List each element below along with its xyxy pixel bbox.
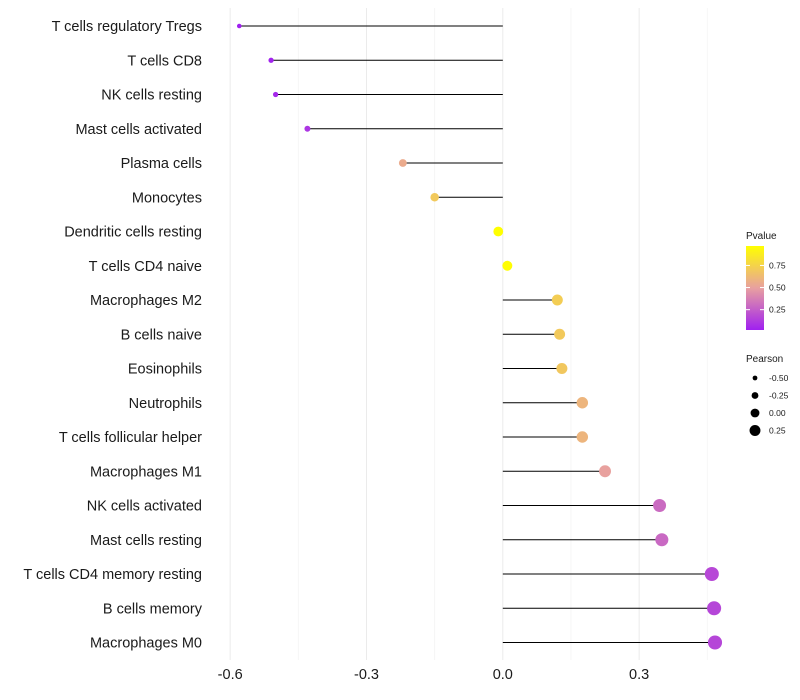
category-label: NK cells resting [101, 88, 202, 104]
lollipop-points [236, 23, 723, 650]
x-tick-label: 0.3 [629, 667, 649, 683]
x-tick-label: -0.3 [354, 667, 379, 683]
pearson-legend-title: Pearson [746, 354, 783, 365]
size-legend-label: 0.00 [769, 408, 786, 418]
lollipop-point [272, 91, 279, 98]
lollipop-point [398, 159, 407, 167]
lollipop-point [493, 226, 504, 237]
size-legend-key [750, 408, 760, 418]
size-legend-label: -0.25 [769, 391, 789, 401]
lollipop-point [554, 328, 566, 340]
lollipop-point [236, 23, 242, 29]
lollipop-point [707, 635, 723, 650]
lollipop-stems [239, 25, 716, 644]
lollipop-point [655, 533, 669, 547]
lollipop-point [551, 294, 563, 306]
lollipop-point [430, 193, 439, 202]
category-label: B cells naive [121, 327, 202, 343]
category-label: Neutrophils [129, 396, 202, 412]
category-label: T cells CD4 memory resting [23, 567, 202, 583]
colorbar-tick-label: 0.50 [769, 283, 786, 293]
pvalue-legend-title: Pvalue [746, 231, 777, 242]
y-axis-labels: T cells regulatory Tregs T cells CD8 NK ce… [23, 19, 202, 652]
lollipop-point [653, 499, 667, 512]
lollipop-point [304, 125, 311, 132]
category-label: Mast cells activated [75, 122, 202, 138]
colorbar-tick-label: 0.25 [769, 305, 786, 315]
category-label: T cells CD8 [127, 53, 202, 69]
lollipop-point [599, 465, 611, 478]
x-tick-label: -0.6 [218, 667, 243, 683]
category-label: Macrophages M2 [90, 293, 202, 309]
category-label: T cells regulatory Tregs [52, 19, 202, 35]
lollipop-point [576, 431, 589, 443]
category-label: Dendritic cells resting [64, 225, 202, 241]
category-label: Macrophages M1 [90, 464, 202, 480]
category-label: Macrophages M0 [90, 636, 202, 652]
lollipop-point [556, 362, 568, 375]
lollipop-point [707, 601, 722, 616]
pvalue-colorbar [746, 246, 764, 330]
size-legend-label: 0.25 [769, 426, 786, 436]
pearson-legend: Pearson -0.50 -0.25 0.00 0.25 [746, 354, 789, 436]
lollipop-point [704, 566, 719, 582]
category-label: T cells CD4 naive [89, 259, 202, 275]
lollipop-point [502, 260, 513, 271]
lollipop-point [576, 397, 589, 409]
category-label: Eosinophils [128, 362, 202, 378]
category-label: Monocytes [132, 190, 202, 206]
x-axis-ticks: -0.6 -0.3 0.0 0.3 [218, 667, 650, 683]
size-legend-key [751, 392, 759, 399]
size-legend-label: -0.50 [769, 373, 789, 383]
pvalue-legend: Pvalue 0.25 0.50 0.75 [746, 231, 786, 330]
category-label: Mast cells resting [90, 533, 202, 549]
lollipop-point [268, 57, 274, 63]
size-legend-key [749, 425, 761, 436]
gridlines [229, 8, 708, 660]
category-label: NK cells activated [87, 499, 202, 515]
x-tick-label: 0.0 [493, 667, 513, 683]
category-label: B cells memory [103, 601, 203, 617]
category-label: Plasma cells [121, 156, 202, 172]
category-label: T cells follicular helper [59, 430, 202, 446]
colorbar-tick-label: 0.75 [769, 260, 786, 270]
size-legend-key [752, 375, 758, 381]
